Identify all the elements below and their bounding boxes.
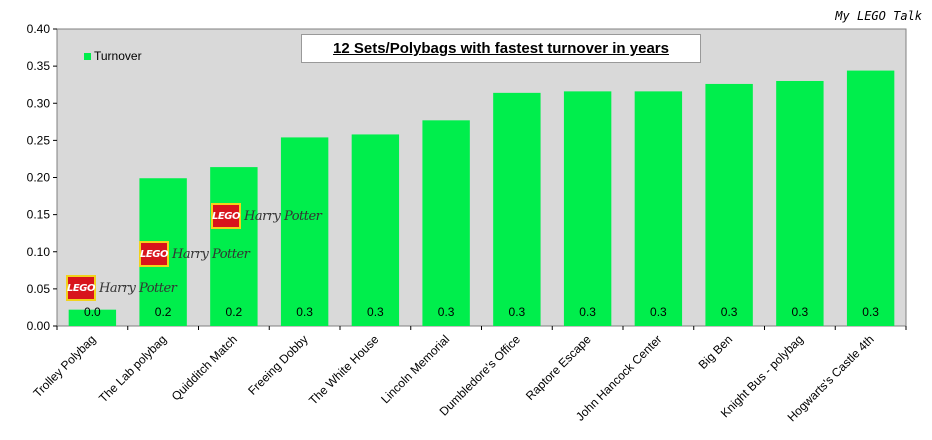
data-label: 0.2: [155, 305, 172, 319]
data-label: 0.3: [721, 305, 738, 319]
bar: [705, 83, 753, 326]
data-label: 0.0: [84, 305, 101, 319]
bar: [634, 91, 683, 327]
y-tick-label: 0.10: [27, 245, 51, 259]
x-tick-label: Big Ben: [696, 332, 736, 372]
x-tick-label: Freeing Dobby: [245, 332, 311, 398]
x-tick-label: Lincoln Memorial: [378, 332, 452, 406]
harry-potter-wordmark: Harry Potter: [99, 280, 177, 296]
data-label: 0.3: [650, 305, 667, 319]
lego-logo-icon: LEGO: [66, 275, 96, 301]
bar: [351, 134, 400, 326]
y-tick-label: 0.05: [27, 282, 51, 296]
x-tick-label: Trolley Polybag: [30, 332, 98, 400]
lego-harry-potter-logo: LEGO Harry Potter: [211, 203, 322, 229]
watermark: My LEGO Talk: [835, 9, 922, 23]
lego-harry-potter-logo: LEGO Harry Potter: [139, 241, 250, 267]
x-tick-label: The Lab polybag: [96, 332, 169, 405]
data-label: 0.3: [792, 305, 809, 319]
x-tick-label: Dumbledore's Office: [437, 332, 524, 419]
data-label: 0.3: [367, 305, 384, 319]
data-label: 0.3: [438, 305, 455, 319]
y-tick-label: 0.00: [27, 319, 51, 333]
data-label: 0.3: [509, 305, 526, 319]
y-tick-label: 0.15: [27, 208, 51, 222]
harry-potter-wordmark: Harry Potter: [244, 208, 322, 224]
legend-swatch: [84, 52, 91, 60]
y-tick-label: 0.25: [27, 133, 51, 147]
y-tick-label: 0.20: [27, 171, 51, 185]
bar: [68, 309, 117, 326]
y-tick-label: 0.30: [27, 96, 51, 110]
chart-title: 12 Sets/Polybags with fastest turnover i…: [301, 34, 701, 63]
data-label: 0.3: [296, 305, 313, 319]
bar: [846, 70, 895, 326]
y-tick-label: 0.40: [27, 22, 51, 36]
y-tick-label: 0.35: [27, 59, 51, 73]
lego-harry-potter-logo: LEGO Harry Potter: [66, 275, 177, 301]
x-tick-label: The White House: [306, 332, 382, 408]
bar: [210, 167, 258, 326]
legend: Turnover: [84, 49, 142, 63]
data-label: 0.3: [862, 305, 879, 319]
x-tick-label: Quidditch Match: [169, 332, 240, 403]
bar: [776, 80, 824, 326]
lego-logo-icon: LEGO: [211, 203, 241, 229]
bar: [493, 92, 541, 326]
harry-potter-wordmark: Harry Potter: [172, 246, 250, 262]
bar: [280, 137, 329, 326]
data-label: 0.2: [226, 305, 243, 319]
bar: [563, 91, 612, 327]
x-tick-label: Raptore Escape: [523, 332, 594, 403]
lego-logo-icon: LEGO: [139, 241, 169, 267]
bar: [422, 120, 470, 326]
plot-area: [56, 28, 907, 327]
legend-label: Turnover: [94, 49, 142, 63]
data-label: 0.3: [579, 305, 596, 319]
